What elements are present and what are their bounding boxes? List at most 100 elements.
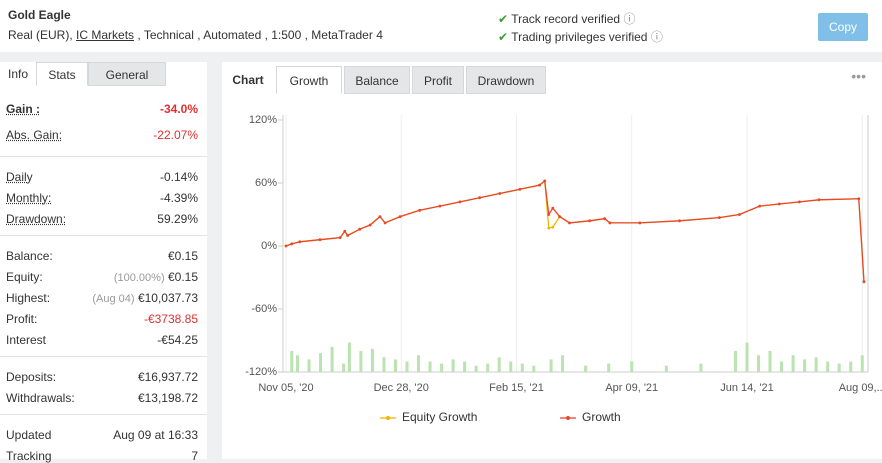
y-tick-label: -60% [251, 303, 277, 315]
stat-number: -34.0% [159, 102, 198, 116]
volume-bar [405, 361, 409, 372]
volume-bar [486, 363, 490, 372]
verified-text: Track record verified [511, 12, 621, 26]
tab[interactable]: Chart [222, 66, 274, 94]
point [717, 216, 721, 220]
broker[interactable]: IC Markets [76, 28, 135, 42]
x-tick-label: Nov 05, '20 [258, 382, 313, 394]
volume-bar [382, 357, 386, 372]
details: Real (EUR), IC Markets , Technical , Aut… [8, 28, 383, 42]
volume-bar [520, 363, 524, 372]
tab[interactable]: Stats [36, 62, 88, 86]
point [547, 213, 551, 216]
point [284, 244, 288, 248]
stat-number: €13,198.72 [137, 391, 198, 405]
point [346, 234, 350, 237]
tab[interactable]: General [88, 62, 166, 86]
point [418, 208, 422, 212]
stat-row: Deposits: €16,937.72 [6, 370, 198, 384]
stat-label: Tracking [6, 449, 52, 463]
point [547, 226, 551, 230]
tab[interactable]: Growth [276, 66, 342, 94]
stat-row: Balance: €0.15 [6, 249, 198, 263]
verified-1: ✔ Track record verified ⓘ [498, 12, 636, 26]
tab[interactable]: Info [0, 62, 36, 86]
volume-bar [757, 355, 761, 372]
point [862, 280, 866, 284]
stat-note: (100.00%) [113, 272, 165, 284]
volume-bar [791, 355, 795, 372]
tab[interactable]: Profit [412, 66, 464, 94]
point [758, 204, 762, 208]
tab[interactable]: Drawdown [466, 66, 546, 94]
stat-number: -0.14% [159, 170, 198, 184]
y-tick-label: 60% [255, 177, 277, 189]
stat-label: Monthly: [6, 191, 52, 205]
stat-label: Deposits: [6, 370, 57, 384]
x-tick-label: Aug 09,... [839, 382, 882, 394]
stat-label: Updated [6, 428, 52, 442]
point [518, 187, 522, 191]
stat-number: -€3738.85 [143, 312, 198, 326]
volume-bar [549, 359, 553, 372]
title: Gold Eagle [8, 8, 71, 22]
line-series [285, 179, 865, 282]
stat-value: €16,937.72 [138, 370, 198, 384]
point [608, 221, 612, 225]
menu-dots[interactable]: ••• [851, 68, 866, 84]
legend-dot [566, 416, 570, 420]
stat-label: Daily [6, 170, 33, 184]
volume-bar [607, 363, 611, 372]
point [798, 200, 801, 204]
y-tick-label: 0% [261, 240, 277, 252]
stat-value: -34.0% [160, 102, 198, 116]
volume-bar [417, 355, 421, 372]
point [538, 183, 541, 187]
volume-bar [768, 351, 772, 372]
volume-bar [359, 351, 363, 372]
volume-bar [370, 348, 374, 372]
stat-label: Drawdown: [6, 212, 67, 226]
stat-note: (Aug 04) [92, 293, 135, 305]
point [368, 223, 372, 227]
copy-button[interactable]: Copy [818, 13, 868, 41]
volume-bar [803, 359, 807, 372]
point [777, 202, 781, 206]
point [678, 219, 681, 223]
separator [0, 235, 207, 236]
stat-value: 7 [191, 449, 198, 463]
point [603, 217, 607, 221]
stat-number: €10,037.73 [137, 291, 198, 305]
point [638, 221, 642, 225]
stat-value: €13,198.72 [138, 391, 198, 405]
stat-number: €0.15 [167, 270, 198, 284]
stat-number: 7 [191, 449, 198, 463]
stat-label: Gain : [6, 102, 41, 116]
stat-value: (Aug 04) €10,037.73 [92, 291, 198, 305]
volume-bar [428, 361, 432, 372]
volume-bar [532, 365, 536, 372]
stat-row: Monthly: -4.39% [6, 191, 198, 205]
stat-row: Withdrawals: €13,198.72 [6, 391, 198, 405]
stat-value: -€3738.85 [144, 312, 198, 326]
volume-bar [745, 342, 749, 372]
volume-bar [451, 359, 455, 372]
stat-row: Equity: (100.00%) €0.15 [6, 270, 198, 284]
volume-bar [307, 359, 311, 372]
stat-number: -€54.25 [157, 333, 198, 347]
chart-panel: ••• Chart Growth Balance Profit Drawdown [222, 62, 882, 459]
point [383, 221, 387, 225]
point [551, 206, 555, 210]
x-tick-label: Dec 28, '20 [374, 382, 429, 394]
tab[interactable]: Balance [344, 66, 410, 94]
verified-text: Trading privileges verified [511, 30, 648, 44]
x-tick-label: Jun 14, '21 [720, 382, 773, 394]
point [857, 197, 861, 201]
stat-value: -€54.25 [157, 333, 198, 347]
volume-bar [826, 361, 830, 372]
volume-bar [393, 359, 397, 372]
stat-number: €16,937.72 [137, 370, 198, 384]
stat-row: Tracking 7 [6, 449, 198, 463]
stat-value: €0.15 [168, 249, 198, 263]
